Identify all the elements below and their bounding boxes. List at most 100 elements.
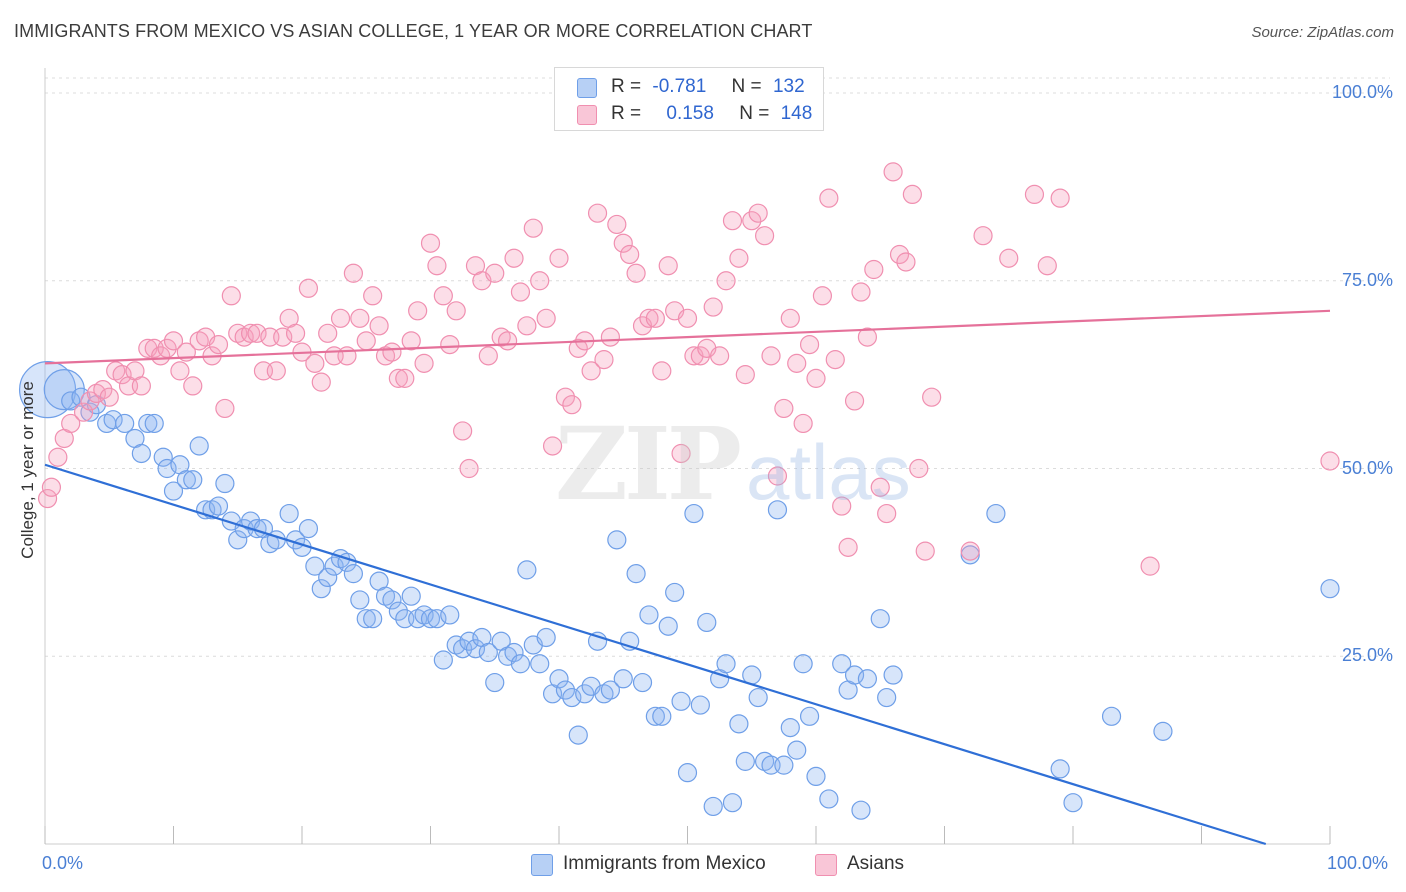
point-mexico xyxy=(857,669,878,689)
point-asians xyxy=(459,458,479,479)
legend-n-value: 132 xyxy=(772,76,805,97)
point-asians xyxy=(742,211,762,231)
point-asians xyxy=(41,477,62,497)
point-mexico xyxy=(883,665,903,685)
legend-n-label: N = xyxy=(739,103,770,124)
trend-lines xyxy=(44,309,1331,846)
point-asians xyxy=(298,278,319,298)
point-asians xyxy=(999,248,1019,268)
point-asians xyxy=(504,248,524,268)
point-asians xyxy=(922,387,942,407)
point-asians xyxy=(241,323,261,343)
point-asians xyxy=(1140,556,1160,576)
point-asians xyxy=(266,361,286,381)
point-mexico xyxy=(626,564,646,584)
point-asians xyxy=(80,391,100,411)
point-mexico xyxy=(844,665,865,685)
point-asians xyxy=(510,282,531,302)
legend-n-label: N = xyxy=(731,76,762,97)
grid-lines xyxy=(45,77,1390,657)
point-asians xyxy=(864,259,884,280)
point-mexico xyxy=(61,391,81,411)
point-mexico xyxy=(832,654,852,674)
point-asians xyxy=(99,387,119,407)
point-asians xyxy=(131,376,151,396)
point-mexico xyxy=(722,793,743,813)
point-mexico xyxy=(420,609,441,629)
point-asians xyxy=(620,244,640,265)
point-mexico xyxy=(1101,706,1122,726)
point-mexico xyxy=(986,503,1006,524)
point-asians xyxy=(902,184,922,205)
point-mexico xyxy=(478,642,498,663)
point-asians xyxy=(523,218,543,238)
point-asians xyxy=(562,395,582,415)
point-asians xyxy=(652,361,672,381)
point-asians xyxy=(395,368,415,388)
point-asians xyxy=(915,541,935,561)
point-mexico xyxy=(427,609,447,629)
legend-r-value: -0.781 xyxy=(652,76,707,97)
point-asians xyxy=(37,488,58,509)
point-asians xyxy=(774,398,794,419)
point-asians xyxy=(247,323,267,343)
point-asians xyxy=(754,226,775,246)
point-asians xyxy=(446,301,466,321)
point-asians xyxy=(613,233,633,253)
point-asians xyxy=(427,256,447,276)
point-asians xyxy=(690,346,710,366)
point-mexico xyxy=(485,672,505,693)
point-asians xyxy=(1024,184,1045,205)
point-mexico xyxy=(568,725,588,745)
point-mexico xyxy=(787,740,807,760)
point-asians xyxy=(363,286,383,306)
point-mexico xyxy=(153,447,173,467)
trend-line-asians xyxy=(44,309,1331,365)
point-mexico xyxy=(780,717,800,738)
point-asians xyxy=(568,338,588,358)
point-asians xyxy=(549,248,569,268)
point-mexico xyxy=(103,410,123,430)
legend-r-value: 0.158 xyxy=(666,103,714,124)
point-asians xyxy=(587,203,608,223)
point-mexico xyxy=(819,789,839,809)
point-asians xyxy=(285,323,306,343)
point-mexico xyxy=(176,470,196,490)
point-asians xyxy=(343,263,363,283)
legend-label-mexico: Immigrants from Mexico xyxy=(563,853,766,874)
point-asians xyxy=(825,350,845,370)
point-asians xyxy=(658,256,678,276)
x-tick-label-max: 100.0% xyxy=(1327,853,1389,873)
point-asians xyxy=(761,346,781,366)
y-tick-label: 100.0% xyxy=(1331,82,1393,103)
point-mexico xyxy=(517,560,537,580)
point-mexico xyxy=(793,654,813,674)
point-mexico xyxy=(215,473,235,494)
point-mexico xyxy=(401,586,421,606)
point-mexico xyxy=(877,687,897,708)
point-asians xyxy=(626,263,646,283)
legend-swatch-mexico xyxy=(577,78,597,98)
series-asians-points xyxy=(37,162,1340,576)
point-mexico xyxy=(382,590,402,610)
point-asians xyxy=(369,316,389,336)
point-asians xyxy=(318,323,338,343)
point-asians xyxy=(671,443,691,464)
point-asians xyxy=(517,316,537,336)
point-asians xyxy=(151,346,171,366)
point-asians xyxy=(183,376,203,396)
point-asians xyxy=(382,342,402,362)
point-asians xyxy=(799,334,820,355)
legend-r-label: R = xyxy=(611,103,642,124)
y-axis-title: College, 1 year or more xyxy=(18,381,37,559)
x-tick-label-min: 0.0% xyxy=(42,853,84,873)
point-mexico xyxy=(671,691,691,711)
point-mexico xyxy=(703,796,723,817)
point-mexico xyxy=(440,605,460,625)
point-asians xyxy=(729,248,749,268)
point-asians xyxy=(112,365,132,385)
point-asians xyxy=(215,398,235,419)
point-mexico xyxy=(189,436,209,456)
point-mexico xyxy=(363,609,383,629)
point-asians xyxy=(356,331,376,351)
